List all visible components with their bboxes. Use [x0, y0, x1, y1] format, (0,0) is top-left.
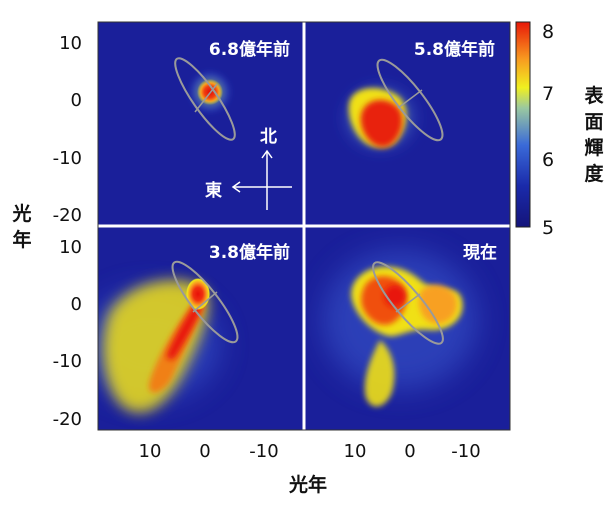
colorbar-title-char: 面 — [584, 111, 603, 133]
y-tick-label: 0 — [71, 294, 82, 315]
panel-bottom-right — [322, 250, 478, 407]
colorbar-tick-label: 7 — [542, 83, 554, 105]
y-tick-label: 10 — [59, 237, 82, 258]
y-tick-label: 10 — [59, 33, 82, 54]
east-arrowhead — [231, 181, 241, 193]
y-axis-top: 10 0 -10 -20 — [53, 33, 82, 226]
colorbar-tick-label: 6 — [542, 149, 554, 171]
disk-axis — [194, 83, 218, 113]
y-tick-label: -20 — [53, 205, 82, 226]
disk-axis — [397, 89, 423, 109]
y-axis-title-char: 光 — [11, 202, 31, 225]
y-tick-label: -10 — [53, 148, 82, 169]
north-arrowhead — [261, 149, 273, 159]
colorbar-title: 表 面 輝 度 — [584, 84, 604, 185]
y-tick-label: 0 — [71, 90, 82, 111]
panel-top-left — [174, 57, 236, 141]
x-tick-label: 10 — [344, 441, 367, 462]
y-tick-label: -20 — [53, 409, 82, 430]
disk-outline — [174, 57, 236, 141]
x-axis-title: 光年 — [288, 473, 327, 496]
panel-bottom-left — [98, 260, 239, 413]
emission-tail — [364, 340, 395, 407]
y-axis-title-char: 年 — [12, 228, 31, 251]
y-tick-label: -10 — [53, 351, 82, 372]
panel-label-top-right: 5.8億年前 — [414, 39, 495, 60]
colorbar-title-char: 輝 — [584, 137, 603, 159]
x-axis: 10 0 -10 10 0 -10 — [139, 441, 481, 462]
panel-label-bottom-left: 3.8億年前 — [209, 242, 290, 263]
colorbar-title-char: 表 — [584, 84, 604, 107]
colorbar-title-char: 度 — [584, 162, 604, 185]
x-tick-label: 0 — [199, 441, 210, 462]
x-tick-label: -10 — [249, 441, 278, 462]
colorbar-ticks: 8 7 6 5 — [542, 21, 554, 239]
panel-top-right — [340, 58, 444, 154]
colorbar-tick-label: 5 — [542, 217, 554, 239]
compass-east-label: 東 — [205, 180, 222, 201]
disk-axis — [395, 293, 421, 313]
x-tick-label: -10 — [451, 441, 480, 462]
emission-core — [360, 99, 403, 147]
emission-tail-halo — [103, 279, 209, 413]
panel-label-top-left: 6.8億年前 — [209, 39, 290, 60]
colorbar — [515, 21, 531, 228]
disk-axis — [192, 291, 218, 313]
compass — [231, 149, 292, 210]
compass-north-label: 北 — [260, 127, 277, 147]
colorbar-tick-label: 8 — [542, 21, 554, 43]
x-tick-label: 10 — [139, 441, 162, 462]
plot-frame — [97, 21, 511, 431]
emission-tail-core — [166, 300, 203, 360]
y-axis-title: 光 年 — [11, 202, 31, 251]
y-axis-bottom: 10 0 -10 -20 — [53, 237, 82, 430]
x-tick-label: 0 — [404, 441, 415, 462]
emission-core-right — [418, 284, 457, 324]
panel-label-bottom-right: 現在 — [463, 242, 497, 263]
